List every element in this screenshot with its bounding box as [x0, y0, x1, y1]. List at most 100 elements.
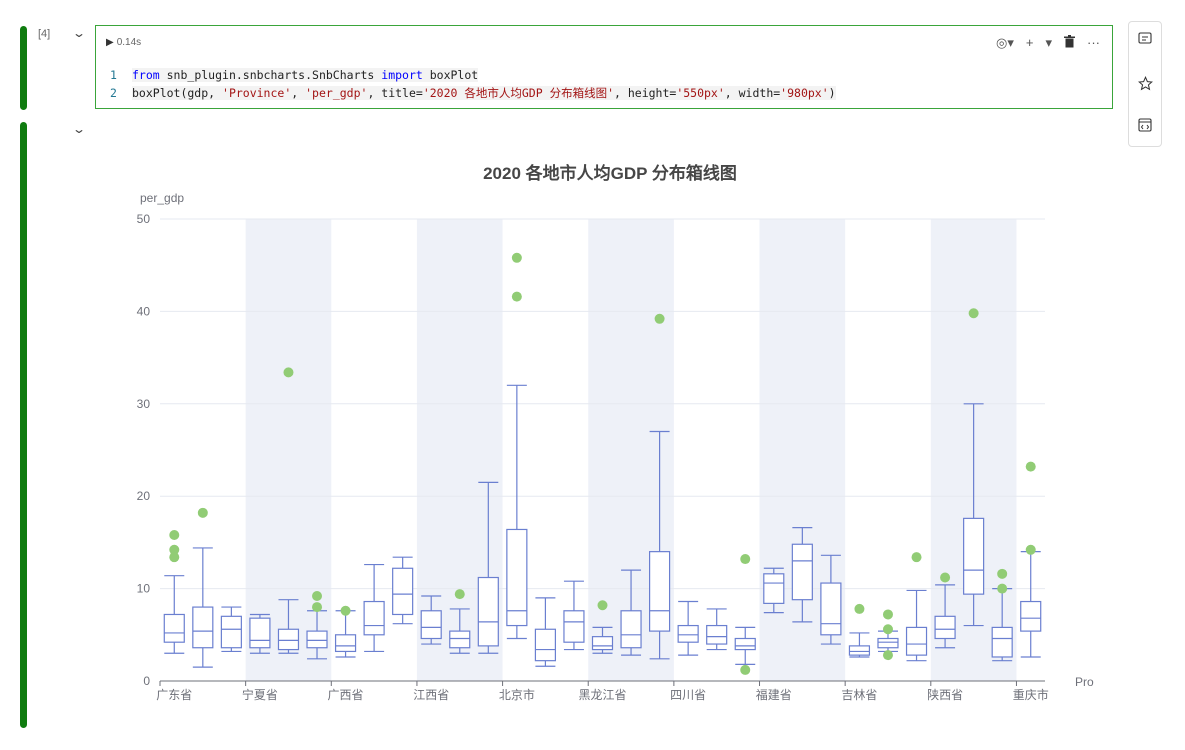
collapse-cell-chevron-icon[interactable]: ⌄ — [71, 26, 87, 40]
chart-title: 2020 各地市人均GDP 分布箱线图 — [483, 163, 737, 183]
boxplot-chart: 0 10 20 30 40 50 2020 各地市人均GDP 分布箱线图 per_gdp Pro… — [137, 163, 1094, 702]
box-iqr — [706, 624, 728, 645]
x-tick-label: 广东省 — [156, 688, 192, 702]
line-number: 1 — [110, 68, 117, 82]
outlier-point — [882, 650, 893, 661]
code-token: 'per_gdp' — [305, 86, 368, 100]
code-icon[interactable] — [1129, 118, 1161, 135]
box-iqr — [563, 610, 585, 643]
box-8 — [392, 556, 414, 625]
box-iqr — [420, 610, 442, 640]
code-token: from — [132, 68, 160, 82]
box-27 — [934, 572, 956, 649]
collapse-output-chevron-icon[interactable]: ⌄ — [71, 122, 87, 136]
code-token: '2020 各地市人均GDP 分布箱线图' — [422, 86, 614, 100]
outlier-point — [283, 367, 294, 378]
box-1 — [192, 507, 214, 668]
outlier-point — [169, 552, 180, 563]
cell-gutter-bar[interactable] — [20, 26, 27, 110]
outlier-point — [454, 589, 465, 600]
outlier-point — [1025, 544, 1036, 555]
run-icon[interactable]: ▶ — [106, 37, 114, 48]
box-15 — [591, 600, 614, 654]
outlier-point — [1025, 461, 1036, 472]
y-tick-label: 30 — [137, 397, 151, 411]
box-20 — [734, 554, 756, 675]
outlier-point — [169, 544, 180, 555]
box-14 — [563, 580, 585, 651]
box-iqr — [848, 645, 871, 656]
box-3 — [249, 613, 271, 654]
outlier-point — [312, 590, 323, 601]
comment-icon[interactable] — [1129, 32, 1161, 49]
code-text: from snb_plugin.snbcharts.SnbCharts impo… — [132, 68, 479, 82]
code-token: , — [291, 86, 306, 100]
box-13 — [534, 597, 556, 667]
outlier-point — [169, 530, 180, 541]
code-cell[interactable]: ▶ 0.14s ◎▾ + ▾ ··· 1 from snb_plugin.snbch… — [95, 25, 1113, 109]
box-30 — [1020, 461, 1042, 658]
run-time: 0.14s — [116, 37, 142, 48]
box-9 — [420, 595, 442, 645]
box-12 — [506, 252, 528, 640]
code-line[interactable]: 2 boxPlot(gdp, 'Province', 'per_gdp', tit… — [110, 84, 1102, 102]
box-iqr — [506, 528, 528, 627]
x-tick-label: 福建省 — [756, 687, 792, 702]
cell-toolbar: ▶ 0.14s ◎▾ + ▾ ··· — [96, 26, 1112, 60]
x-tick-label: 陕西省 — [927, 687, 963, 702]
box-10 — [449, 589, 471, 654]
x-tick-label: 黑龙江省 — [578, 688, 626, 702]
x-tick-label: 江西省 — [413, 688, 449, 702]
box-iqr — [877, 637, 899, 649]
delete-icon[interactable] — [1064, 35, 1075, 52]
box-iqr — [477, 576, 499, 647]
box-iqr — [734, 637, 756, 651]
add-icon[interactable]: + — [1025, 35, 1034, 50]
x-tick-label: 宁夏省 — [242, 687, 278, 702]
outlier-point — [882, 624, 893, 635]
visibility-icon[interactable]: ◎▾ — [996, 35, 1014, 50]
box-iqr — [1020, 600, 1042, 632]
x-tick-label: 广西省 — [328, 688, 364, 702]
output-gutter-bar[interactable] — [20, 122, 27, 728]
outlier-point — [197, 507, 208, 518]
outlier-point — [312, 602, 323, 613]
box-iqr — [363, 600, 385, 636]
box-2 — [220, 606, 242, 653]
y-tick-label: 10 — [137, 582, 151, 596]
box-iqr — [334, 634, 357, 653]
box-29 — [991, 568, 1013, 662]
outlier-point — [511, 252, 522, 263]
code-line[interactable]: 1 from snb_plugin.snbcharts.SnbCharts imp… — [110, 66, 1102, 84]
code-token: '980px' — [780, 86, 829, 100]
box-26 — [905, 552, 928, 662]
code-text: boxPlot(gdp, 'Province', 'per_gdp', titl… — [132, 86, 836, 100]
x-axis-label: Pro — [1075, 675, 1094, 689]
outlier-point — [597, 600, 608, 611]
code-token: , width= — [724, 86, 781, 100]
box-iqr — [820, 582, 842, 636]
outlier-point — [511, 291, 522, 302]
box-iqr — [991, 626, 1013, 658]
star-icon[interactable] — [1129, 75, 1161, 94]
outlier-point — [740, 554, 751, 565]
box-iqr — [163, 613, 185, 643]
outlier-point — [740, 664, 751, 675]
box-21 — [763, 567, 785, 614]
box-iqr — [620, 610, 642, 649]
code-token: boxPlot — [422, 68, 479, 82]
box-11 — [477, 481, 499, 654]
more-icon[interactable]: ··· — [1087, 35, 1100, 50]
box-iqr — [963, 517, 985, 595]
outlier-point — [997, 568, 1008, 579]
line-number: 2 — [110, 86, 117, 100]
code-token: snb_plugin.snbcharts.SnbCharts — [159, 68, 382, 82]
box-iqr — [905, 626, 928, 656]
box-18 — [677, 600, 699, 656]
x-tick-label: 吉林省 — [841, 688, 877, 702]
dropdown-icon[interactable]: ▾ — [1045, 35, 1052, 50]
outlier-point — [882, 609, 893, 620]
code-editor[interactable]: 1 from snb_plugin.snbcharts.SnbCharts imp… — [110, 66, 1102, 102]
outlier-point — [940, 572, 951, 583]
y-tick-label: 0 — [143, 674, 150, 688]
